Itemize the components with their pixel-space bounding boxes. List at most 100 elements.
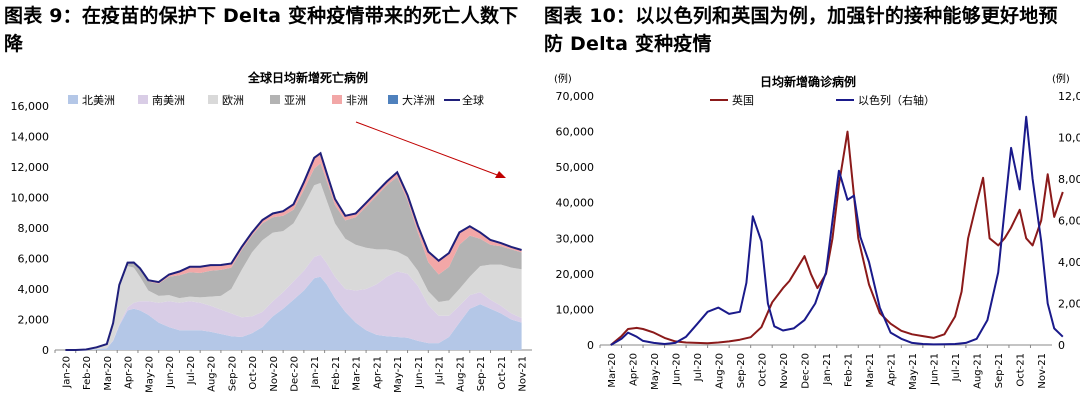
area-south-america bbox=[65, 254, 522, 350]
right-line-chart: 日均新增确诊病例 (例) (例) 英国 以色列（右轴） 0 10,000 20,000… bbox=[554, 72, 1080, 390]
right-ytick-left-label: 60,000 bbox=[556, 126, 595, 139]
right-ytick-left-label: 0 bbox=[587, 339, 594, 352]
right-axes: 0 10,000 20,000 30,000 40,000 50,000 60,000 70,… bbox=[556, 90, 1080, 390]
left-legend-swatch bbox=[208, 95, 218, 104]
right-chart-title: 日均新增确诊病例 bbox=[760, 74, 856, 89]
right-ytick-right-label: 6,000 bbox=[1058, 215, 1080, 228]
figure-title-right: 图表 10：以以色列和英国为例，加强针的接种能够更好地预防 Delta 变种疫情 bbox=[544, 5, 1058, 55]
left-xtick-label: Sep-20 bbox=[227, 356, 238, 391]
figure-title-left: 图表 9：在疫苗的保护下 Delta 变种疫情带来的死亡人数下降 bbox=[4, 5, 519, 55]
right-xtick-label: Feb-21 bbox=[844, 353, 855, 387]
right-ytick-right-label: 4,000 bbox=[1058, 256, 1080, 269]
right-xtick-label: Mar-21 bbox=[865, 353, 876, 388]
right-ytick-right-label: 10,000 bbox=[1058, 132, 1080, 145]
right-xtick-label: Apr-21 bbox=[887, 353, 898, 386]
right-xtick-label: Nov-21 bbox=[1037, 353, 1048, 389]
right-legend: 英国 以色列（右轴） bbox=[710, 93, 935, 107]
left-xtick-label: Oct-20 bbox=[248, 356, 259, 390]
left-legend-swatch bbox=[138, 95, 148, 104]
area-asia bbox=[65, 163, 522, 350]
right-ytick-left-label: 20,000 bbox=[556, 268, 595, 281]
right-xtick-label: May-20 bbox=[650, 353, 661, 390]
right-xtick-label: Oct-20 bbox=[757, 353, 768, 387]
right-ytick-left-label: 70,000 bbox=[556, 90, 595, 103]
left-legend-label: 亚洲 bbox=[284, 94, 306, 107]
right-xtick-label: Jan-21 bbox=[822, 353, 833, 386]
left-xtick-label: Nov-21 bbox=[518, 356, 529, 392]
right-xtick-label: Mar-20 bbox=[607, 353, 618, 388]
trend-arrow-line bbox=[355, 121, 501, 177]
left-chart-title: 全球日均新增死亡病例 bbox=[247, 70, 368, 85]
area-north-america bbox=[65, 276, 522, 350]
left-ytick-label: 0 bbox=[42, 344, 49, 357]
left-ytick-label: 12,000 bbox=[11, 161, 50, 174]
left-legend-label: 欧洲 bbox=[222, 94, 244, 107]
left-legend-swatch bbox=[332, 95, 342, 104]
right-legend-label: 英国 bbox=[732, 93, 754, 107]
left-ytick-label: 16,000 bbox=[11, 100, 50, 113]
uk-line bbox=[610, 130, 1064, 346]
left-ytick-label: 10,000 bbox=[11, 192, 50, 205]
left-xtick-label: Feb-20 bbox=[82, 356, 93, 390]
area-europe bbox=[65, 183, 522, 350]
right-xtick-label: Apr-20 bbox=[628, 353, 639, 386]
left-xtick-label: Oct-21 bbox=[497, 356, 508, 390]
left-xtick-label: Jan-20 bbox=[61, 356, 72, 389]
left-legend-label: 北美洲 bbox=[82, 94, 115, 107]
left-xtick-label: Mar-21 bbox=[352, 356, 363, 391]
right-ytick-right-label: 2,000 bbox=[1058, 298, 1080, 311]
left-legend-swatch bbox=[270, 95, 280, 104]
left-legend-swatch bbox=[68, 95, 78, 104]
left-xtick-label: Mar-20 bbox=[103, 356, 114, 391]
left-xtick-label: Sep-21 bbox=[476, 356, 487, 391]
left-xtick-label: Dec-20 bbox=[290, 356, 301, 392]
left-xtick-label: Jan-21 bbox=[310, 356, 321, 389]
right-panel: 图表 10：以以色列和英国为例，加强针的接种能够更好地预防 Delta 变种疫情… bbox=[540, 0, 1080, 402]
left-legend-label: 大洋洲 bbox=[402, 93, 435, 107]
left-xtick-label: Aug-21 bbox=[455, 356, 466, 392]
trend-arrow-head bbox=[495, 171, 506, 178]
right-xtick-label: Nov-20 bbox=[779, 353, 790, 389]
right-xtick-label: May-21 bbox=[908, 353, 919, 390]
left-axes: 0 2,000 4,000 6,000 8,000 10,000 12,000 14,000 1… bbox=[11, 100, 532, 393]
left-ytick-label: 4,000 bbox=[18, 283, 50, 296]
left-xtick-label: Apr-21 bbox=[372, 356, 383, 389]
left-legend-label: 南美洲 bbox=[152, 94, 185, 107]
left-panel: 图表 9：在疫苗的保护下 Delta 变种疫情带来的死亡人数下降 全球日均新增死… bbox=[4, 5, 532, 393]
left-ytick-label: 2,000 bbox=[18, 314, 50, 327]
left-xtick-label: Jun-20 bbox=[165, 356, 176, 389]
left-legend: 北美洲 南美洲 欧洲 亚洲 非洲 大洋洲 全球 bbox=[68, 93, 484, 107]
left-ytick-label: 14,000 bbox=[11, 131, 50, 144]
right-ytick-left-label: 40,000 bbox=[556, 197, 595, 210]
right-ytick-left-label: 10,000 bbox=[556, 303, 595, 316]
right-ytick-right-label: 12,000 bbox=[1058, 90, 1080, 103]
left-xtick-label: Jul-20 bbox=[186, 356, 197, 385]
left-xtick-label: Jul-21 bbox=[435, 356, 446, 385]
right-lines bbox=[610, 115, 1064, 346]
right-xtick-label: Jul-20 bbox=[693, 353, 704, 382]
left-ytick-label: 8,000 bbox=[18, 222, 50, 235]
left-xtick-label: Aug-20 bbox=[207, 356, 218, 392]
right-xtick-label: Jul-21 bbox=[951, 353, 962, 382]
left-legend-swatch bbox=[388, 95, 398, 104]
right-xtick-label: Sep-20 bbox=[736, 353, 747, 388]
israel-line bbox=[610, 115, 1064, 346]
left-xtick-label: Feb-21 bbox=[331, 356, 342, 390]
right-xtick-label: Jun-20 bbox=[671, 353, 682, 386]
right-axis-unit: (例) bbox=[1052, 72, 1070, 85]
left-axis-unit: (例) bbox=[554, 72, 572, 85]
right-ytick-left-label: 30,000 bbox=[556, 232, 595, 245]
left-legend-label: 非洲 bbox=[346, 94, 368, 107]
right-ytick-right-label: 0 bbox=[1058, 339, 1065, 352]
right-ytick-left-label: 50,000 bbox=[556, 161, 595, 174]
right-xtick-label: Dec-20 bbox=[800, 353, 811, 389]
left-xtick-label: May-20 bbox=[144, 356, 155, 393]
left-world-line bbox=[65, 151, 522, 351]
trend-arrow bbox=[355, 121, 506, 178]
left-xtick-label: Apr-20 bbox=[124, 356, 135, 389]
right-ytick-right-label: 8,000 bbox=[1058, 173, 1080, 186]
right-xtick-label: Jun-21 bbox=[930, 353, 941, 386]
left-xtick-label: May-21 bbox=[393, 356, 404, 393]
right-xtick-label: Sep-21 bbox=[994, 353, 1005, 388]
left-areas bbox=[65, 153, 522, 350]
